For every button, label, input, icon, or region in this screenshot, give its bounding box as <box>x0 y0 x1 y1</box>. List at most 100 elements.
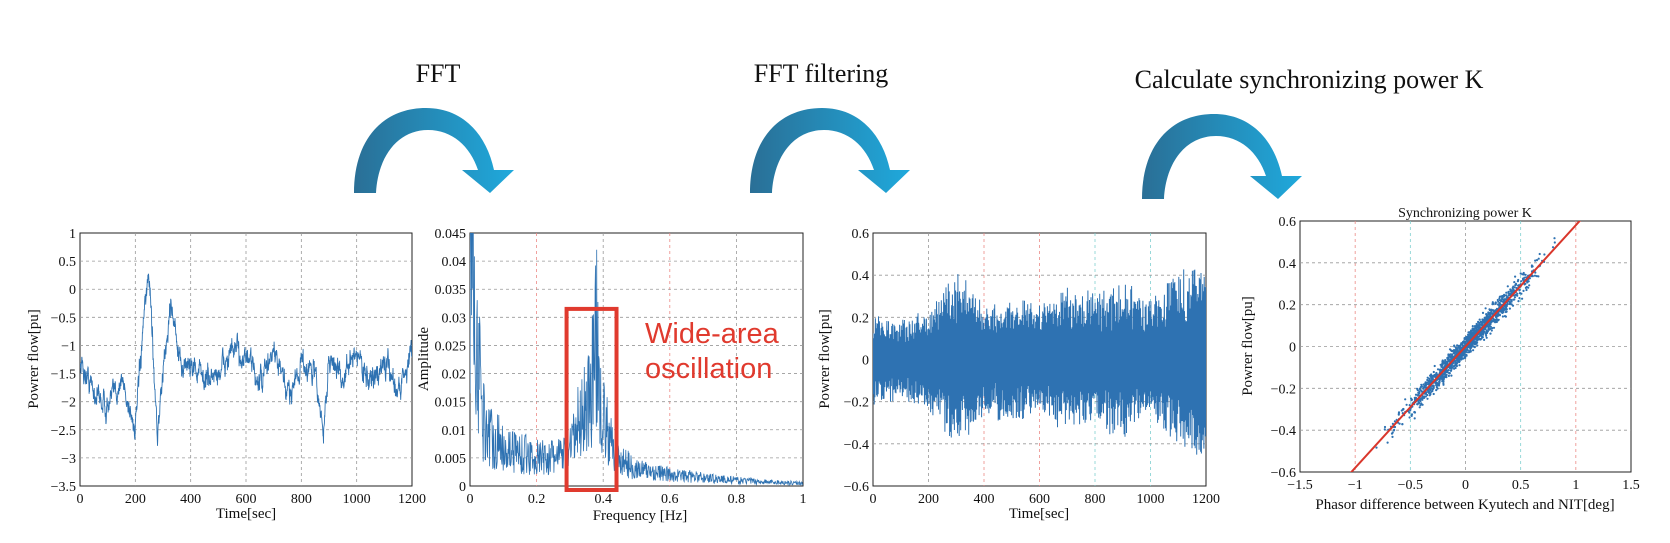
scatter-point <box>1508 301 1511 304</box>
scatter-point <box>1429 389 1432 392</box>
scatter-point <box>1432 392 1435 396</box>
scatter-point <box>1417 391 1420 394</box>
scatter-point <box>1408 416 1411 419</box>
scatter-point <box>1435 389 1438 392</box>
scatter-point <box>1434 381 1437 384</box>
scatter-point <box>1522 271 1525 275</box>
scatter-point <box>1537 257 1540 260</box>
series-group <box>470 233 803 486</box>
annotation-line-1: Wide-area <box>645 318 780 350</box>
scatter-point <box>1535 275 1538 278</box>
x-axis-label: Time[sec] <box>216 506 276 522</box>
scatter-point <box>1490 329 1493 332</box>
scatter-point <box>1509 298 1513 301</box>
scatter-point <box>1453 345 1456 348</box>
scatter-point <box>1420 383 1423 386</box>
x-tick-label: 0.4 <box>594 492 612 507</box>
y-tick-label: 0.015 <box>435 396 467 411</box>
scatter-point <box>1404 398 1407 401</box>
scatter-point <box>1375 446 1378 449</box>
scatter-point <box>1444 359 1447 362</box>
scatter-point <box>1464 349 1467 352</box>
scatter-point <box>1456 344 1459 347</box>
scatter-point <box>1472 340 1475 343</box>
scatter-point <box>1538 252 1541 256</box>
scatter-point <box>1469 350 1472 353</box>
scatter-point <box>1463 353 1466 356</box>
tick-labels: −1.5 −1 −0.5 0 0.5 1 1.5 0.6 0.4 0.2 0 −0.2 −0.4 −0.6 <box>1271 215 1640 493</box>
y-tick-label: −0.4 <box>1271 424 1296 439</box>
scatter-point <box>1496 319 1500 322</box>
y-tick-label: 0.03 <box>442 311 467 326</box>
scatter-point <box>1442 382 1445 385</box>
scatter-point <box>1479 338 1482 341</box>
scatter-point <box>1402 407 1405 411</box>
scatter-point <box>1391 435 1394 438</box>
x-tick-label: −0.5 <box>1398 478 1423 493</box>
scatter-point <box>1482 330 1485 333</box>
scatter-point <box>1413 396 1416 399</box>
y-tick-label: −0.2 <box>844 396 869 411</box>
scatter-point <box>1498 313 1501 316</box>
scatter-point <box>1507 290 1510 293</box>
scatter-point <box>1505 307 1508 310</box>
scatter-point <box>1520 280 1523 283</box>
scatter-point <box>1426 393 1429 397</box>
scatter-point <box>1432 386 1435 389</box>
x-tick-label: 1000 <box>1137 492 1165 507</box>
grid <box>1300 221 1631 472</box>
scatter-point <box>1454 346 1457 349</box>
scatter-point <box>1483 338 1486 341</box>
scatter-point <box>1432 370 1435 374</box>
scatter-point <box>1447 369 1450 372</box>
scatter-point <box>1553 237 1556 240</box>
scatter-point <box>1435 371 1438 375</box>
scatter-point <box>1472 327 1475 330</box>
x-tick-label: 1000 <box>343 492 371 507</box>
x-tick-label: 0 <box>1462 478 1469 493</box>
scatter-point <box>1527 286 1530 289</box>
scatter-point <box>1481 311 1485 314</box>
scatter-point <box>1444 374 1448 377</box>
scatter-point <box>1496 298 1499 302</box>
scatter-point <box>1421 398 1424 401</box>
scatter-point <box>1484 307 1487 310</box>
x-tick-label: 0 <box>870 492 877 507</box>
scatter-point <box>1485 329 1488 332</box>
plot-frame <box>469 232 804 487</box>
x-tick-label: −1.5 <box>1287 478 1312 493</box>
scatter-point <box>1471 342 1474 345</box>
scatter-point <box>1408 411 1411 414</box>
scatter-point <box>1438 379 1441 382</box>
scatter-point <box>1424 395 1427 398</box>
scatter-point <box>1505 291 1508 294</box>
scatter-point <box>1490 312 1493 315</box>
scatter-point <box>1475 324 1478 328</box>
y-tick-label: −2 <box>61 396 76 411</box>
step-label-fft: FFT <box>416 59 461 88</box>
filtered-power-flow-chart: 0 200 400 600 800 1000 1200 0.6 0.4 0.2 0 −0.2 −0.4 −… <box>817 227 1220 522</box>
scatter-point <box>1458 364 1461 367</box>
scatter-point <box>1508 292 1511 295</box>
scatter-point <box>1393 428 1396 431</box>
scatter-point <box>1419 389 1422 392</box>
scatter-point <box>1465 353 1468 356</box>
scatter-point <box>1423 385 1426 388</box>
y-tick-label: 0.6 <box>852 227 870 242</box>
fit-line <box>1350 221 1581 472</box>
y-tick-label: −3.5 <box>51 480 76 495</box>
x-tick-label: 0.5 <box>1512 478 1530 493</box>
curved-arrow-icon <box>750 108 910 193</box>
scatter-point <box>1416 394 1419 397</box>
scatter-point <box>1461 342 1464 345</box>
scatter-point <box>1496 314 1499 317</box>
scatter-point <box>1437 384 1441 387</box>
tick-labels: 0 200 400 600 800 1000 1200 0.6 0.4 0.2 0 −0.2 −0.4 −… <box>844 227 1220 507</box>
x-axis-label: Phasor difference between Kyutech and NI… <box>1315 497 1614 513</box>
scatter-point <box>1426 376 1429 379</box>
scatter-point <box>1476 328 1479 331</box>
scatter-point <box>1504 315 1507 318</box>
scatter-point <box>1508 302 1511 306</box>
y-tick-label: −1.5 <box>51 368 76 383</box>
x-tick-label: 400 <box>180 492 201 507</box>
